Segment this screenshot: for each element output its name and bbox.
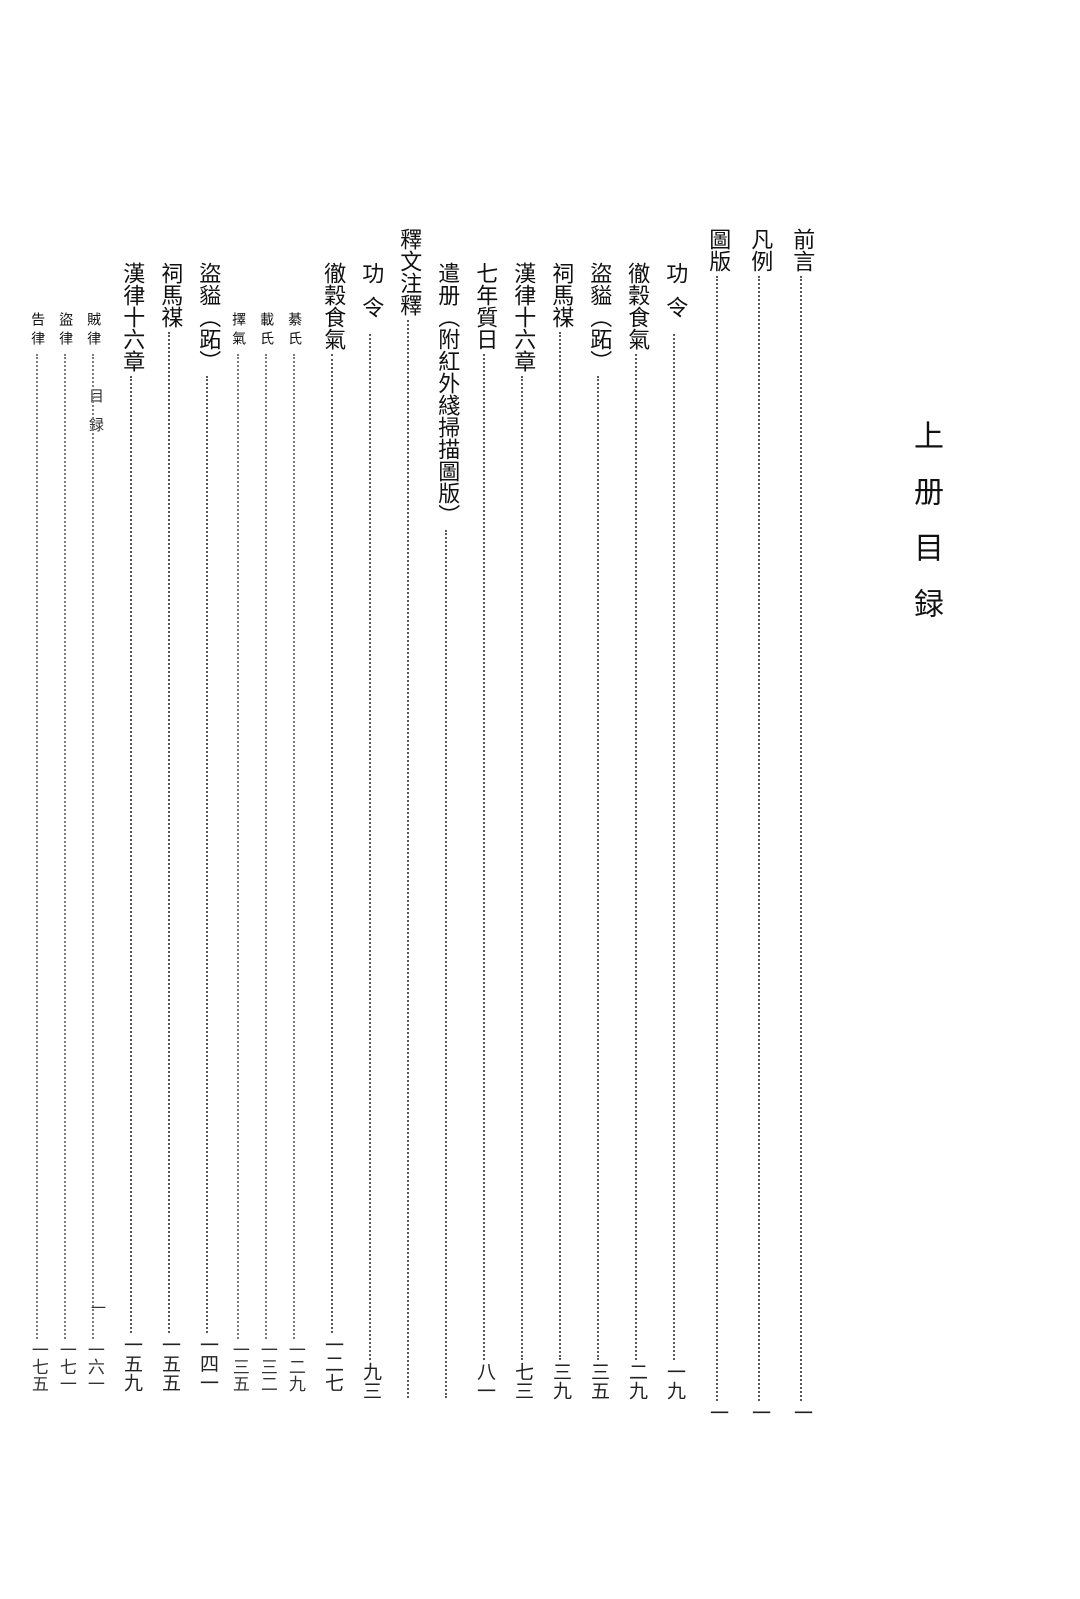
toc-entry-page-number: 一四一: [196, 1335, 219, 1392]
toc-dot-leader: [597, 376, 599, 1360]
toc-entry-label: 前言: [789, 228, 815, 272]
toc-entry[interactable]: 賊律 一六一: [82, 312, 104, 1392]
toc-entry-label: 七年質日: [472, 262, 498, 350]
toc-entry-page-number: 一二九: [284, 1341, 305, 1392]
toc-dot-leader: [369, 334, 371, 1360]
toc-entry-page-number: 一九: [663, 1362, 686, 1400]
toc-entry[interactable]: 圖版一: [702, 228, 732, 1422]
toc-entry[interactable]: 前言一: [786, 228, 816, 1422]
toc-dot-leader: [521, 376, 523, 1360]
toc-entry-label: 漢律十六章: [510, 262, 536, 372]
toc-entry-page-number: 一五九: [120, 1335, 143, 1392]
toc-entry-page-number: 一: [748, 1403, 771, 1422]
toc-entry-label: 盜律: [57, 312, 74, 350]
toc-dot-leader: [635, 354, 637, 1360]
toc-entry[interactable]: 祠馬禖 三九: [545, 262, 575, 1400]
toc-entry[interactable]: 祠馬禖 一五五: [154, 262, 184, 1392]
toc-entry[interactable]: 載氏 一三二: [255, 312, 277, 1392]
toc-entry-page-number: 二九: [625, 1362, 648, 1400]
toc-entry-label: 擇氣: [230, 312, 247, 350]
toc-dot-leader: [331, 354, 333, 1333]
toc-entry-page-number: 一七一: [55, 1341, 76, 1392]
toc-dot-leader: [483, 354, 485, 1360]
toc-entry[interactable]: 功令 九三: [355, 262, 385, 1400]
toc-entry-page-number: 三九: [549, 1362, 572, 1400]
toc-entry[interactable]: 徹穀食氣 一二七: [317, 262, 347, 1392]
toc-entry-label: 漢律十六章: [119, 262, 145, 372]
toc-entry-page-number: 一: [706, 1403, 729, 1422]
toc-entry-page-number: 一七五: [27, 1341, 48, 1392]
toc-dot-leader: [407, 320, 409, 1398]
toc-entry[interactable]: 盜律 一七一: [54, 312, 76, 1392]
toc-entry-page-number: 一: [790, 1403, 813, 1422]
toc-entry[interactable]: 漢律十六章 七三: [507, 262, 537, 1400]
toc-dot-leader: [237, 354, 239, 1339]
toc-dot-leader: [758, 276, 760, 1401]
toc-entry[interactable]: 綦氏 一二九: [283, 312, 305, 1392]
toc-entry-label: 功令: [662, 262, 688, 330]
toc-dot-leader: [559, 332, 561, 1360]
toc-dot-leader: [130, 376, 132, 1333]
toc-entry[interactable]: 徹穀食氣 二九: [621, 262, 651, 1400]
toc-dot-leader: [265, 354, 267, 1339]
toc-entry[interactable]: 盜貖（跖） 三五: [583, 262, 613, 1400]
toc-dot-leader: [716, 276, 718, 1401]
toc-dot-leader: [168, 332, 170, 1333]
toc-dot-leader: [92, 354, 94, 1339]
toc-entry-page-number: 七三: [511, 1362, 534, 1400]
toc-entry-page-number: 三五: [587, 1362, 610, 1400]
toc-entry-label: 祠馬禖: [157, 262, 183, 328]
toc-entry[interactable]: 漢律十六章 一五九: [116, 262, 146, 1392]
toc-entry-label: 綦氏: [286, 312, 303, 350]
toc-entry[interactable]: 盜貖（跖） 一四一: [192, 262, 222, 1392]
toc-entry-label: 載氏: [258, 312, 275, 350]
toc-entry-label: 徹穀食氣: [624, 262, 650, 350]
toc-entry-page-number: 一五五: [158, 1335, 181, 1392]
toc-entry-page-number: 一六一: [83, 1341, 104, 1392]
toc-dot-leader: [293, 354, 295, 1339]
toc-entry-label: 徹穀食氣: [320, 262, 346, 350]
toc-entry-label: 凡例: [747, 228, 773, 272]
toc-entry[interactable]: 告律 一七五: [26, 312, 48, 1392]
toc-entry-label: 告律: [29, 312, 46, 350]
toc-entry-label: 祠馬禖: [548, 262, 574, 328]
toc-entry-page-number: 九三: [359, 1362, 382, 1400]
toc-entry[interactable]: 擇氣 一三五: [227, 312, 249, 1392]
toc-dot-leader: [800, 276, 802, 1401]
toc-dot-leader: [64, 354, 66, 1339]
toc-dot-leader: [445, 530, 447, 1398]
toc-entry-label: 功令: [358, 262, 384, 330]
toc-dot-leader: [206, 376, 208, 1333]
toc-entry[interactable]: 遣册（附紅外綫掃描圖版）: [431, 262, 461, 1400]
toc-entry[interactable]: 七年質日 八一: [469, 262, 499, 1400]
page-title: 上册目録: [908, 420, 943, 644]
running-header: 目録: [87, 388, 105, 446]
toc-dot-leader: [673, 334, 675, 1360]
toc-entry-label: 盜貖（跖）: [586, 262, 612, 372]
toc-entry-page-number: 八一: [473, 1362, 496, 1400]
toc-entry[interactable]: 功令 一九: [659, 262, 689, 1400]
toc-entry[interactable]: 釋文注釋: [393, 228, 423, 1400]
toc-entry-label: 遣册（附紅外綫掃描圖版）: [434, 262, 460, 526]
toc-entry-label: 圖版: [705, 228, 731, 272]
toc-entry-label: 賊律: [85, 312, 102, 350]
toc-entry-page-number: 一三五: [228, 1341, 249, 1392]
toc-entry-page-number: 一三二: [256, 1341, 277, 1392]
toc-entry-label: 盜貖（跖）: [195, 262, 221, 372]
toc-entry[interactable]: 凡例一: [744, 228, 774, 1422]
toc-entry-label: 釋文注釋: [396, 228, 422, 316]
toc-entry-page-number: 一二七: [321, 1335, 344, 1392]
toc-dot-leader: [36, 354, 38, 1339]
